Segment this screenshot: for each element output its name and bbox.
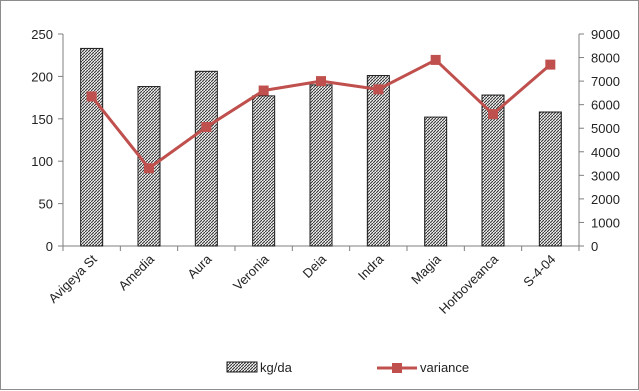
bars (80, 47, 562, 247)
variance-line-group (86, 54, 556, 174)
bar-2 (194, 70, 218, 247)
variance-point-5 (373, 84, 384, 95)
left-tick-label: 100 (31, 154, 53, 169)
bar-4 (309, 84, 333, 247)
bar-7 (481, 94, 505, 247)
category-label: Amedia (115, 251, 157, 293)
right-tick-label: 7000 (591, 74, 620, 89)
category-label: Aura (184, 251, 215, 282)
right-tick-label: 2000 (591, 192, 620, 207)
variance-point-1 (144, 163, 154, 174)
legend-label-variance: variance (420, 360, 469, 375)
variance-point-4 (316, 76, 326, 87)
right-tick-label: 3000 (591, 168, 620, 183)
category-label: Magia (408, 251, 444, 287)
legend: kg/da variance (226, 360, 469, 375)
variance-point-3 (258, 85, 269, 96)
right-tick-label: 1000 (591, 215, 620, 230)
left-tick-label: 200 (31, 69, 53, 84)
bar-6 (424, 116, 448, 247)
category-label: Veronia (230, 251, 272, 293)
variance-point-7 (488, 109, 498, 120)
right-tick-label: 9000 (591, 27, 620, 42)
legend-swatch-kg-da (226, 361, 258, 373)
legend-label-kg-da: kg/da (260, 360, 293, 375)
right-tick-label: 6000 (591, 98, 620, 113)
category-label: Horboveanca (436, 251, 502, 317)
right-tick-label: 5000 (591, 121, 620, 136)
right-tick-label: 8000 (591, 51, 620, 66)
variance-point-2 (201, 122, 212, 133)
variance-point-6 (430, 54, 441, 65)
category-label: S-4-04 (520, 252, 558, 290)
category-label: Indra (355, 251, 387, 283)
bar-8 (538, 111, 562, 247)
legend-marker-variance (392, 363, 402, 373)
left-tick-label: 0 (46, 239, 53, 254)
variance-point-0 (86, 91, 97, 102)
right-tick-label: 0 (591, 239, 598, 254)
variance-point-8 (545, 59, 556, 70)
right-tick-label: 4000 (591, 145, 620, 160)
category-label: Avigeya St (45, 251, 100, 306)
bar-5 (366, 75, 390, 247)
bar-0 (80, 47, 104, 247)
category-label: Deia (300, 251, 330, 281)
bar-3 (252, 95, 276, 247)
left-tick-label: 250 (31, 27, 53, 42)
left-tick-label: 150 (31, 112, 53, 127)
left-tick-label: 50 (39, 197, 53, 212)
